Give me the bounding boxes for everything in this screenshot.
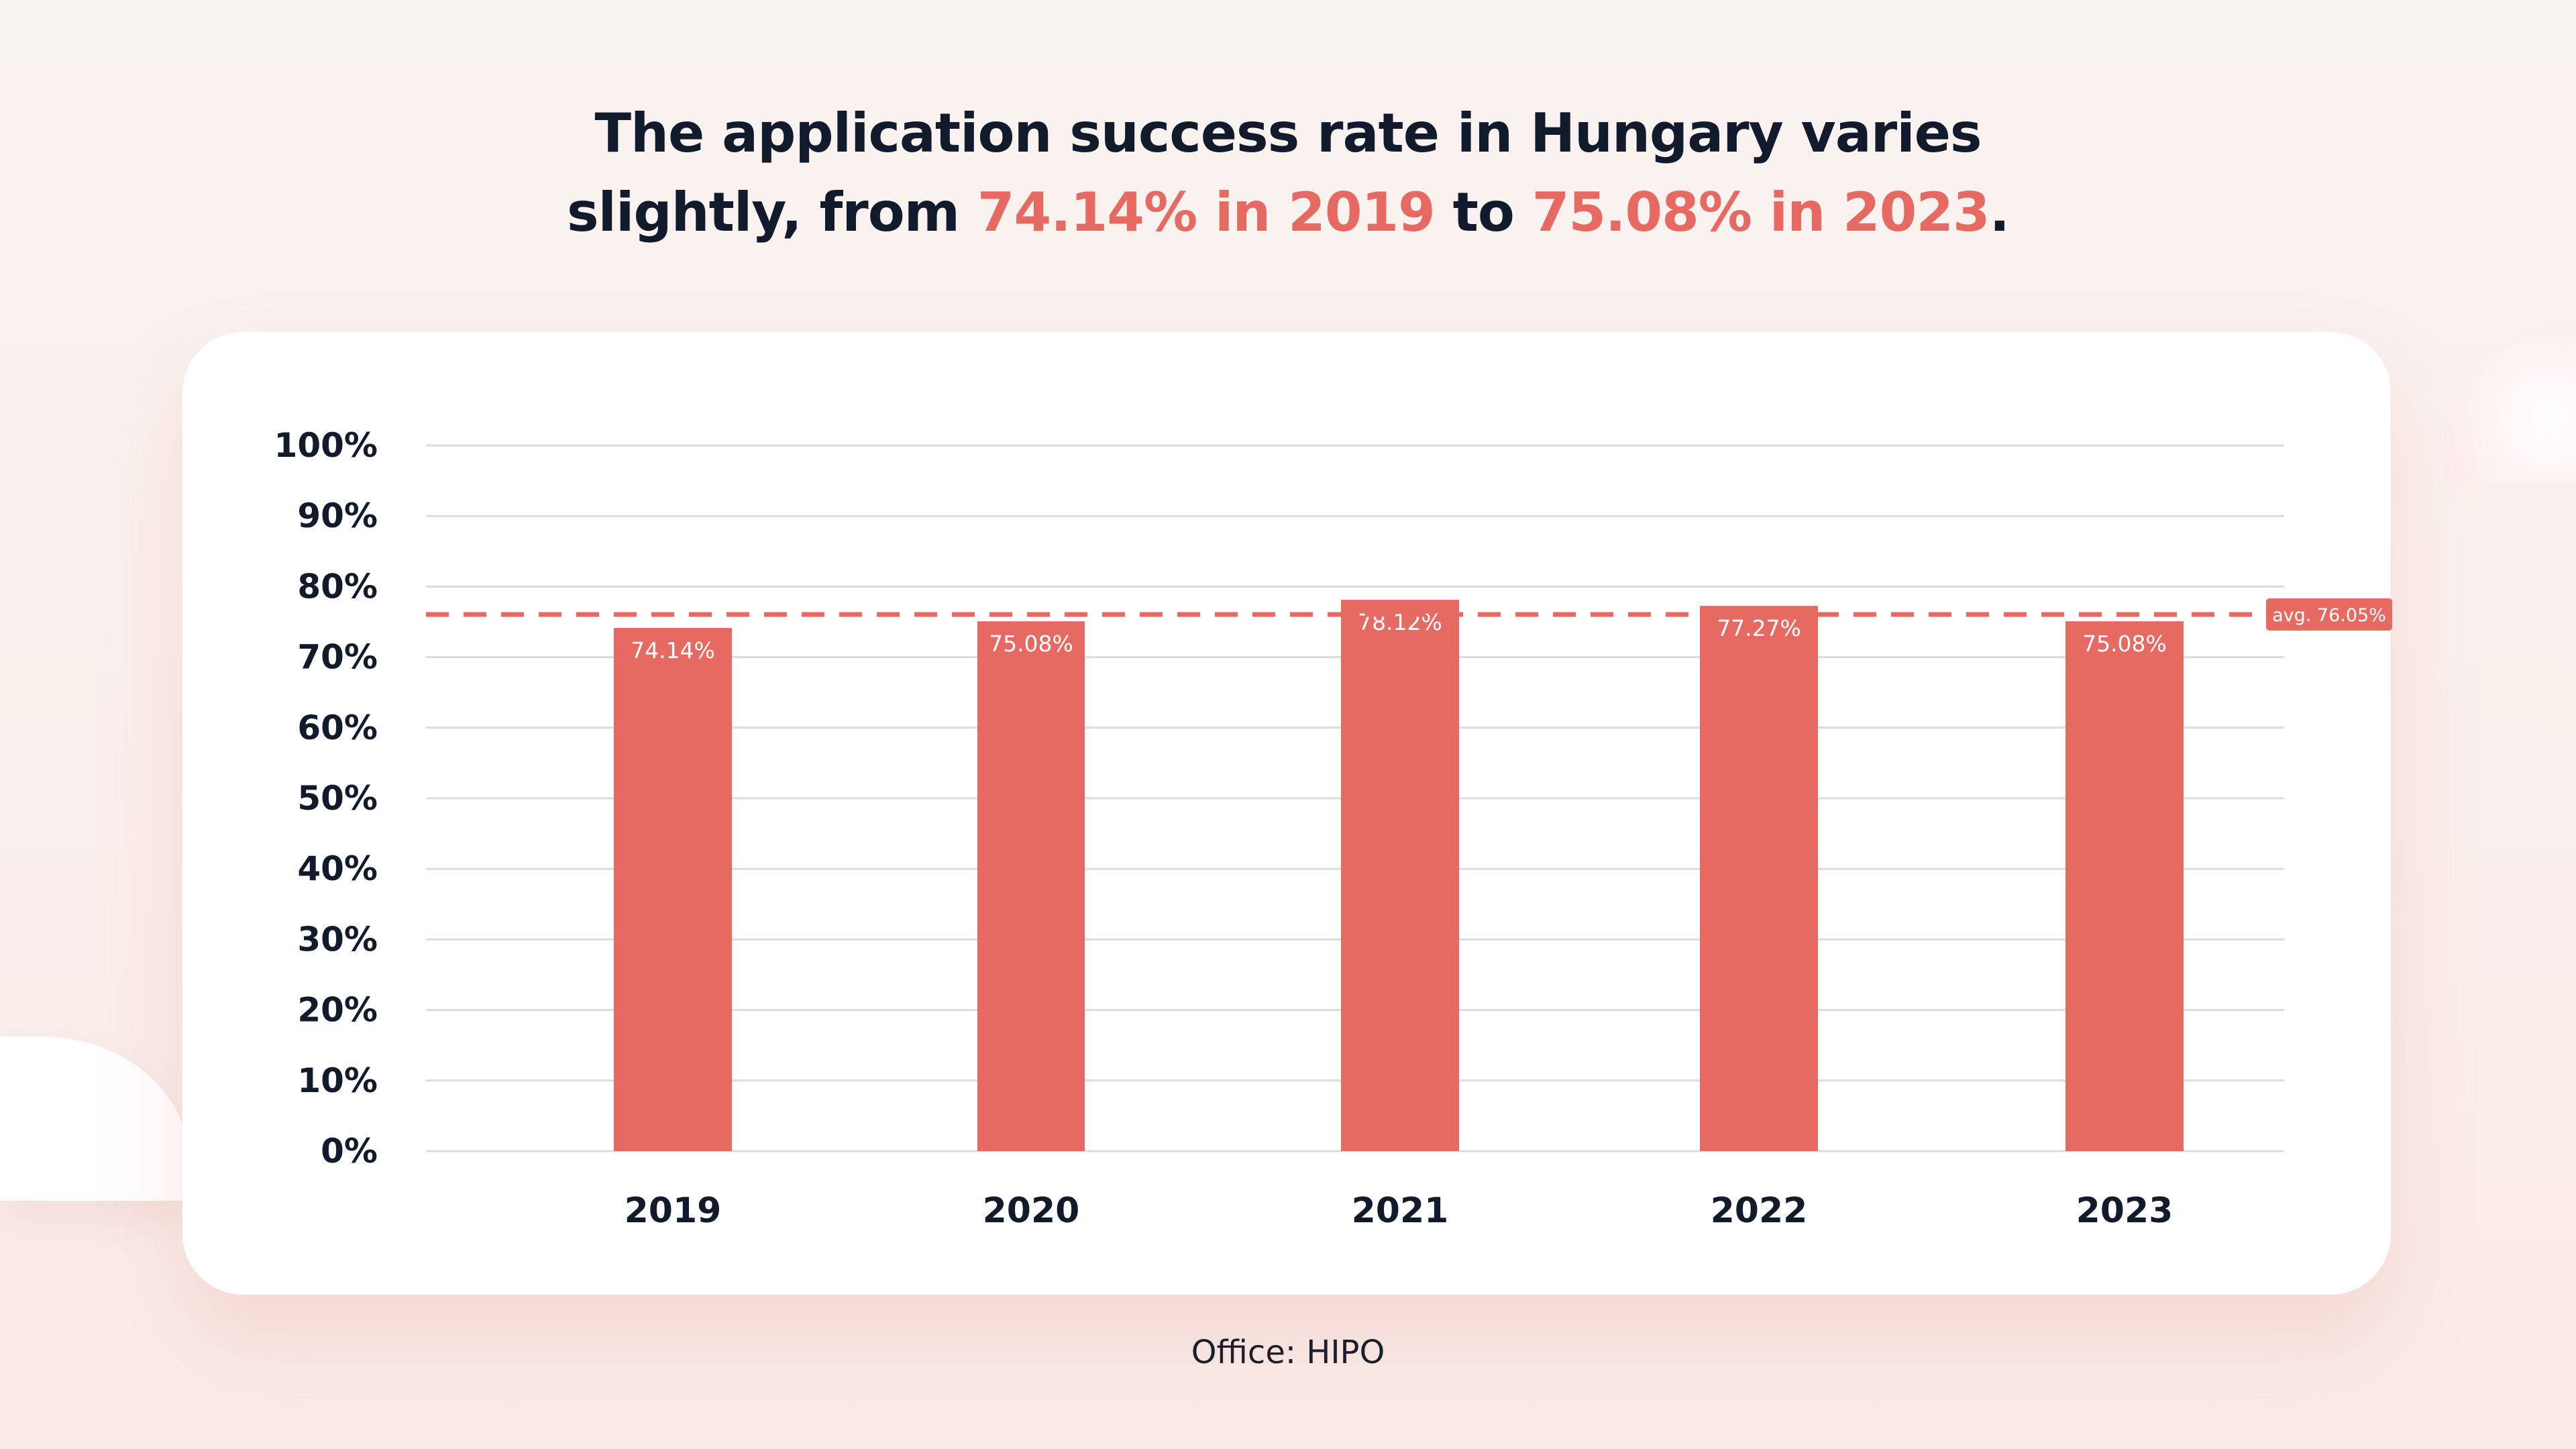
x-axis-ticks: 2019 2020 2021 2022 2023	[625, 1191, 2174, 1231]
bars: 74.14% 75.08%78.12% 77.27%75.08%	[614, 600, 2184, 1151]
chart-card	[182, 332, 2391, 1295]
average-badge	[2266, 598, 2392, 631]
bar-value-label: 75.08%	[2082, 631, 2167, 657]
y-tick-label: 70%	[297, 638, 378, 677]
bar	[614, 628, 732, 1151]
y-tick-label: 60%	[297, 708, 378, 747]
y-tick-label: 20%	[297, 991, 378, 1030]
bar	[1700, 606, 1818, 1151]
y-tick-label: 100%	[274, 426, 378, 465]
bar-value-label: 74.14%	[631, 637, 715, 663]
bar	[2065, 621, 2184, 1151]
source-caption: Office: HIPO	[1191, 1334, 1385, 1371]
y-tick-label: 40%	[297, 849, 378, 888]
bar	[1341, 600, 1459, 1151]
y-tick-label: 0%	[321, 1132, 378, 1171]
bar-value-label: 75.08%	[989, 631, 1073, 657]
headline-suffix: .	[1989, 181, 2010, 244]
x-tick-label: 2023	[2076, 1191, 2174, 1231]
x-tick-label: 2022	[1711, 1191, 1808, 1231]
average-label: avg. 76.05%	[2272, 605, 2386, 626]
y-tick-label: 10%	[297, 1061, 378, 1100]
headline-line-1: The application success rate in Hungary …	[594, 102, 1982, 164]
bar-value-label: 77.27%	[1717, 615, 1801, 641]
headline-line-2: slightly, from 74.14% in 2019 to 75.08% …	[0, 173, 2576, 252]
bar	[977, 621, 1085, 1151]
x-tick-label: 2019	[625, 1191, 722, 1231]
headline-prefix: slightly, from	[566, 181, 977, 244]
headline-mid: to	[1434, 181, 1532, 244]
chart-headline: The application success rate in Hungary …	[0, 94, 2576, 252]
y-tick-label: 80%	[297, 567, 378, 606]
y-axis-ticks: 0% 10% 20% 30% 40% 50% 60% 70% 80% 90% 100%	[274, 426, 378, 1171]
y-tick-label: 30%	[297, 920, 378, 959]
headline-highlight-end: 75.08% in 2023	[1532, 181, 1990, 244]
x-tick-label: 2021	[1352, 1191, 1449, 1231]
x-tick-label: 2020	[983, 1191, 1080, 1231]
average-line-group: avg. 76.05%	[426, 598, 2392, 631]
y-tick-label: 90%	[297, 496, 378, 535]
headline-highlight-start: 74.14% in 2019	[977, 181, 1436, 244]
y-tick-label: 50%	[297, 779, 378, 818]
